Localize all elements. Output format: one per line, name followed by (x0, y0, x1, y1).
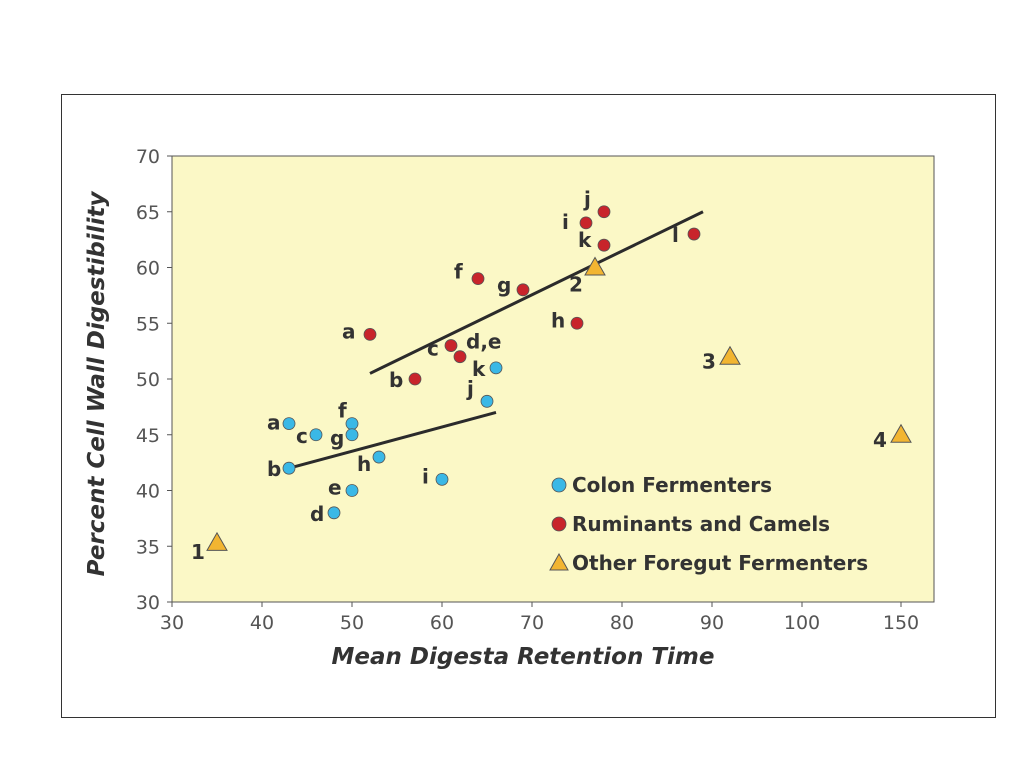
x-tick-label: 60 (430, 612, 454, 634)
legend: Colon Fermenters Ruminants and Camels Othe… (549, 473, 868, 575)
circle-marker (570, 316, 584, 330)
point-label: a (267, 411, 281, 435)
point-label: k (472, 357, 486, 381)
circle-marker (480, 394, 494, 408)
point-label: 4 (873, 428, 887, 452)
triangle-marker (719, 345, 741, 365)
circle-marker (327, 506, 341, 520)
legend-entry-label: Ruminants and Camels (572, 512, 830, 536)
x-tick-label: 80 (610, 612, 634, 634)
circle-marker (516, 283, 530, 297)
x-tick-label: 70 (520, 612, 544, 634)
circle-marker (282, 417, 296, 431)
circle-marker (345, 417, 359, 431)
circle-marker (345, 428, 359, 442)
circle-marker (363, 327, 377, 341)
trend-line (288, 411, 497, 470)
circle-marker (309, 428, 323, 442)
circle-marker (453, 350, 467, 364)
point-label: b (389, 368, 403, 392)
circle-marker (408, 372, 422, 386)
y-axis-title: Percent Cell Wall Digestibility (84, 191, 110, 577)
circle-marker (489, 361, 503, 375)
point-label: h (551, 308, 565, 332)
y-tick-label: 50 (136, 369, 160, 391)
circle-marker (435, 472, 449, 486)
x-tick-label: 40 (250, 612, 274, 634)
x-tick-label: 90 (700, 612, 724, 634)
point-label: g (497, 273, 511, 297)
x-axis-ticks: 30 40 50 60 70 80 90 100 150 (160, 602, 919, 634)
point-label: h (357, 452, 371, 476)
triangle-marker (206, 531, 228, 551)
point-label: i (562, 210, 569, 234)
circle-marker (597, 238, 611, 252)
chart-frame: a b c d e f g h i j k a b c d,e f g h i j k l 1 2 3 4 30 40 50 60 70 8… (61, 94, 996, 718)
x-axis-title: Mean Digesta Retention Time (332, 644, 715, 670)
y-axis-ticks: 30 35 40 45 50 55 60 65 70 (136, 146, 172, 614)
y-tick-label: 45 (136, 425, 160, 447)
y-tick-label: 30 (136, 592, 160, 614)
point-label: c (296, 424, 308, 448)
point-label: d,e (466, 330, 501, 354)
circle-marker (372, 450, 386, 464)
point-label: f (338, 399, 347, 423)
point-label: d (310, 502, 324, 526)
x-tick-label: 50 (340, 612, 364, 634)
x-tick-label: 100 (784, 612, 820, 634)
y-tick-label: 70 (136, 146, 160, 168)
y-tick-label: 55 (136, 313, 160, 335)
point-label: i (422, 464, 429, 488)
circle-marker (471, 272, 485, 286)
point-label: 2 (569, 273, 583, 297)
legend-triangle-marker (549, 552, 569, 571)
point-label: c (427, 337, 439, 361)
point-label: e (328, 476, 342, 500)
point-label: j (466, 376, 474, 400)
legend-entry-label: Colon Fermenters (572, 473, 772, 497)
triangle-marker (890, 423, 912, 443)
circle-marker (687, 227, 701, 241)
circle-marker (444, 339, 458, 352)
circle-marker (579, 216, 593, 230)
y-tick-label: 65 (136, 202, 160, 224)
legend-circle-marker (551, 477, 567, 493)
legend-circle-marker (551, 516, 567, 532)
legend-entry-label: Other Foregut Fermenters (572, 551, 868, 575)
triangle-marker (584, 256, 606, 276)
y-tick-label: 35 (136, 536, 160, 558)
point-label: k (578, 228, 592, 252)
trend-line (369, 210, 704, 375)
circle-marker (282, 461, 296, 475)
point-label: j (583, 187, 591, 211)
y-tick-label: 40 (136, 481, 160, 503)
y-tick-label: 60 (136, 258, 160, 280)
x-tick-label: 150 (883, 612, 919, 634)
trend-lines (288, 210, 704, 470)
point-label: a (342, 319, 356, 343)
point-label: 3 (702, 350, 716, 374)
point-label: l (672, 223, 679, 247)
point-label: 1 (191, 540, 205, 564)
circle-marker (597, 205, 611, 219)
point-label: g (330, 426, 344, 450)
point-label: b (267, 457, 281, 481)
circle-marker (345, 484, 359, 497)
x-tick-label: 30 (160, 612, 184, 634)
point-label: f (454, 260, 463, 284)
